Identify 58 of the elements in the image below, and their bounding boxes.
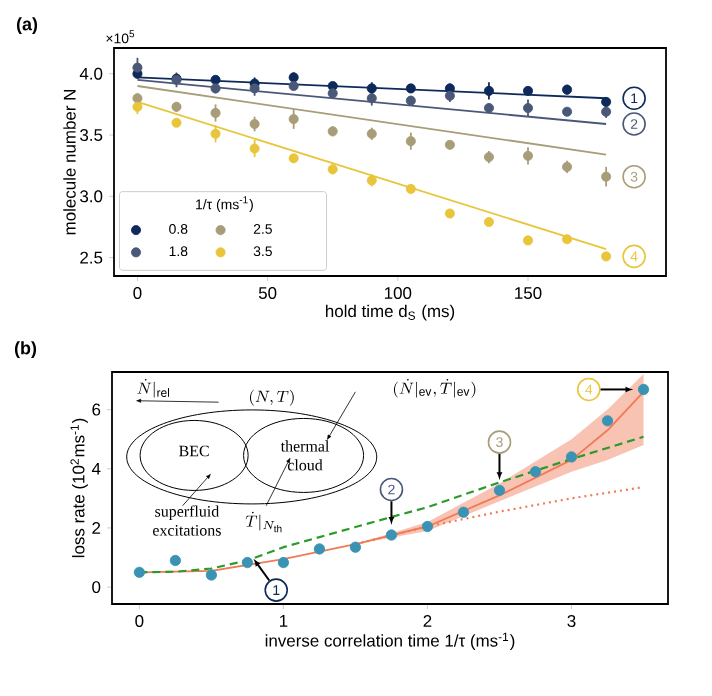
x-tick-label: 100 <box>384 287 412 300</box>
y-tick-label: 2 <box>92 522 101 534</box>
y-tick-label: 0 <box>92 581 101 594</box>
point <box>601 171 612 182</box>
annotation: $(N,T)$ <box>249 389 294 406</box>
point <box>601 106 612 117</box>
point <box>313 543 326 555</box>
point <box>529 466 542 478</box>
y-axis-title: molecule number N <box>63 90 76 235</box>
y-tick-label: 4 <box>91 462 101 475</box>
annotation: $\dot{T}|_{N_{\mathrm{th}}}$ <box>245 511 282 533</box>
y-tick-label: 3.5 <box>80 129 103 142</box>
x-tick-label: 50 <box>258 287 277 300</box>
point <box>277 556 290 569</box>
x-tick-label: 0 <box>135 615 144 628</box>
point <box>444 208 455 219</box>
x-tick-label: 150 <box>515 287 542 300</box>
x-tick-label: 2 <box>423 615 432 627</box>
point <box>565 451 578 463</box>
annotation: $(\dot{N}|_{\mathrm{ev}},\dot{T}|_{\mathrm{ev}})$ <box>393 378 476 398</box>
point <box>493 484 506 496</box>
point <box>483 103 494 114</box>
chart-title: (b) <box>14 341 37 358</box>
point <box>562 84 573 95</box>
y-axis-title: loss rate (10$^{2}$ms$^{-1}$) <box>70 418 88 558</box>
point <box>349 541 362 553</box>
point <box>483 85 494 96</box>
point <box>483 152 494 163</box>
x-axis-title: inverse correlation time 1/τ (ms$^{-1}$) <box>265 632 515 651</box>
point <box>132 62 143 73</box>
point <box>457 506 470 518</box>
x-tick-label: 3 <box>567 615 576 628</box>
y-tick-label: 6 <box>92 403 101 416</box>
point <box>601 415 614 427</box>
point <box>241 556 253 569</box>
point <box>444 139 455 150</box>
y-tick-label: 2.5 <box>80 251 103 264</box>
annotation: $\dot{N}|_{\mathrm{rel}}$ <box>137 378 170 398</box>
x-axis-title: hold time d$_{S}$ (ms) <box>326 304 455 321</box>
point <box>133 566 145 578</box>
point <box>637 383 650 396</box>
point <box>601 96 612 107</box>
point <box>421 520 434 533</box>
x-tick-label: 0 <box>133 287 142 300</box>
y-tick-label: 3.0 <box>80 190 103 203</box>
point <box>205 569 217 581</box>
point <box>562 234 573 245</box>
point <box>601 251 612 262</box>
x-tick-label: 1 <box>279 615 288 627</box>
point <box>288 114 299 125</box>
chart-title: (a) <box>16 17 38 34</box>
y-tick-label: 4.0 <box>79 67 103 80</box>
point <box>483 217 494 228</box>
point <box>169 554 181 567</box>
point <box>385 529 398 541</box>
point <box>562 106 573 117</box>
point <box>562 161 573 172</box>
point <box>444 90 455 101</box>
